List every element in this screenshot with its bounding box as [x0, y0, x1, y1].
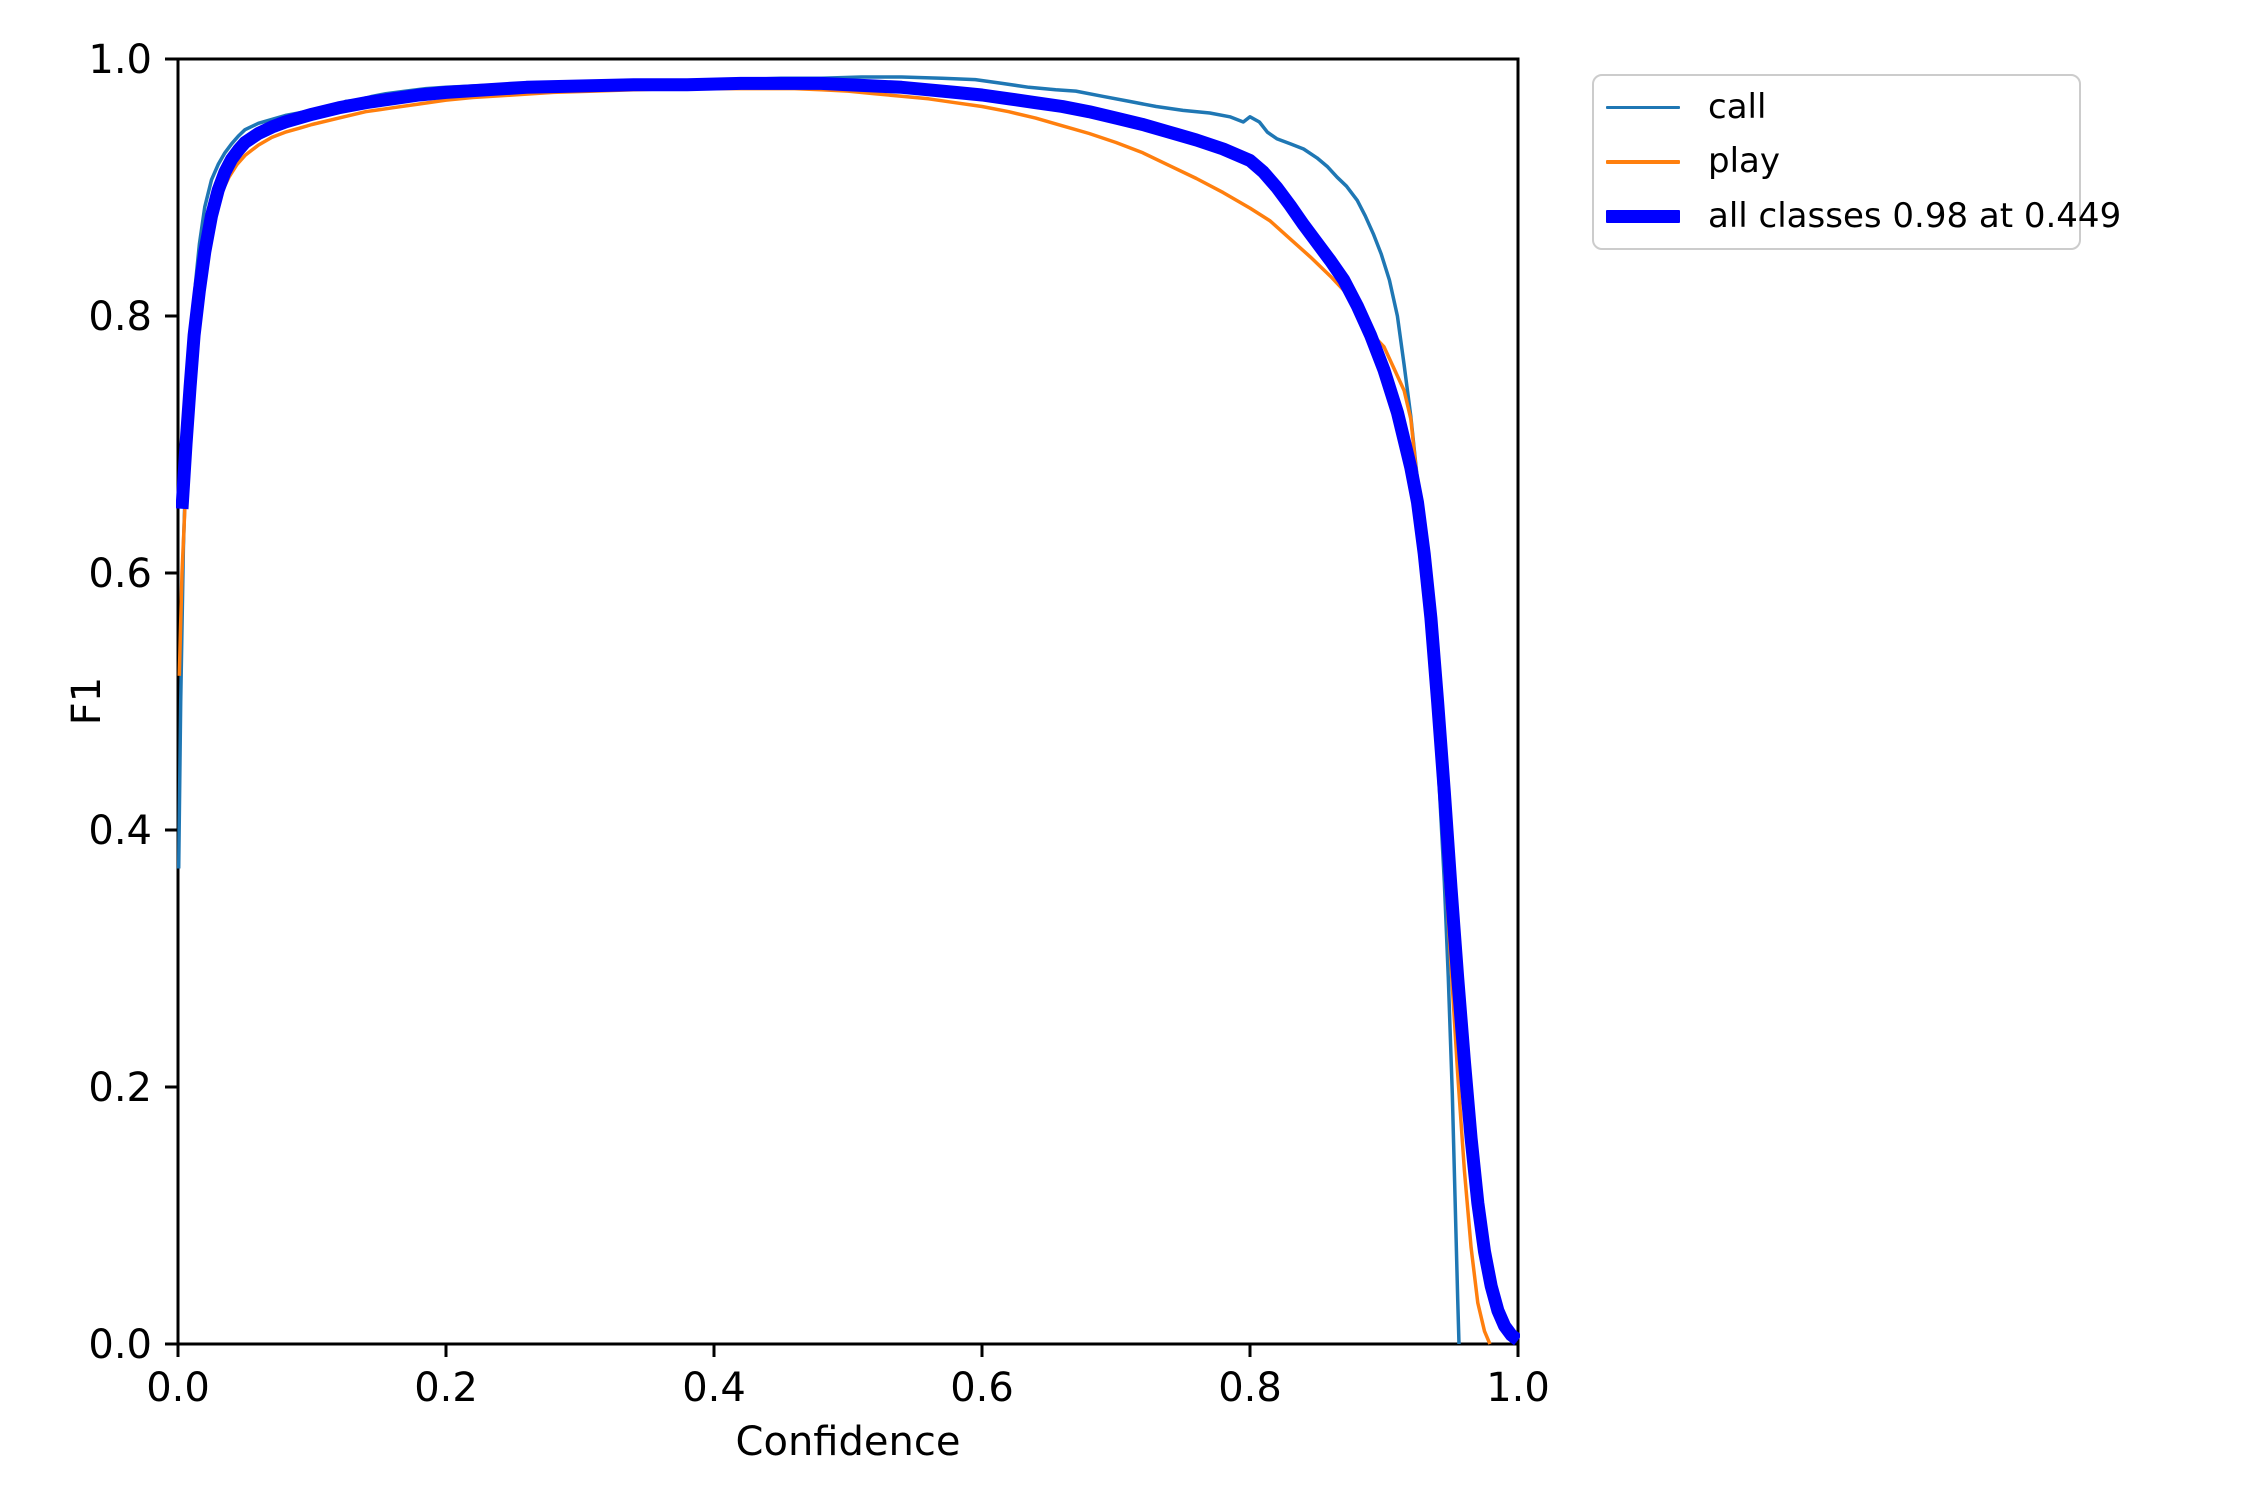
- curve-lines: [176, 75, 1520, 1346]
- y-tick-label: 0.4: [88, 808, 152, 854]
- x-tick-label: 0.4: [682, 1365, 746, 1411]
- axes-box: [176, 57, 1520, 1346]
- y-tick-label: 0.6: [88, 551, 152, 597]
- series-line-play: [177, 86, 1492, 1345]
- legend-item-call: call: [1606, 80, 2065, 135]
- x-tick-label: 1.0: [1486, 1365, 1550, 1411]
- legend-label-all-classes: all classes 0.98 at 0.449: [1708, 195, 2122, 236]
- legend-label-call: call: [1708, 86, 1767, 127]
- legend-label-play: play: [1708, 141, 1780, 182]
- legend-item-play: play: [1606, 135, 2065, 190]
- y-tick-label: 0.8: [88, 294, 152, 340]
- y-tick-label: 0.0: [88, 1322, 152, 1368]
- x-tick-label: 0.6: [950, 1365, 1014, 1411]
- x-axis-label: Confidence: [736, 1419, 961, 1465]
- legend: call play all classes 0.98 at 0.449: [1592, 74, 2121, 250]
- axis-tick-labels: 0.0 0.2 0.4 0.6 0.8 1.0 0.0 0.2 0.4 0.6 0.8 1.0: [88, 37, 1549, 1411]
- y-tick-label: 1.0: [88, 37, 152, 83]
- x-tick-label: 0.0: [146, 1365, 210, 1411]
- legend-line-sample-all-classes: [1606, 210, 1680, 224]
- legend-item-all-classes: all classes 0.98 at 0.449: [1606, 189, 2121, 244]
- legend-line-sample-play: [1606, 160, 1680, 164]
- series-line-all: [176, 76, 1520, 1346]
- axis-ticks: [165, 57, 1520, 1357]
- series-line-call: [176, 75, 1461, 1345]
- x-tick-label: 0.2: [414, 1365, 478, 1411]
- y-axis-label: F1: [64, 677, 110, 725]
- y-tick-label: 0.2: [88, 1065, 152, 1111]
- legend-line-sample-call: [1606, 105, 1680, 110]
- x-tick-label: 0.8: [1218, 1365, 1282, 1411]
